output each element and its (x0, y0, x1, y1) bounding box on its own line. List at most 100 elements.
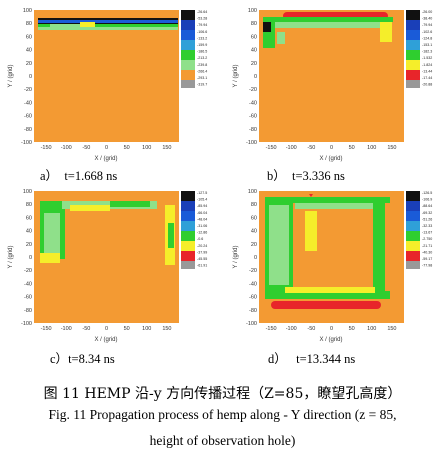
y-tick-label: -60 (24, 114, 32, 120)
x-tick-label: -150 (41, 326, 52, 332)
y-tick-label: -40 (24, 281, 32, 287)
colorbar-label: -182.3 (422, 50, 432, 54)
colorbar-label: -293.1 (197, 76, 207, 80)
colorbar-label: -106.9 (422, 198, 432, 202)
colorbar-c: -127.5 -105.4 -85.94 -66.04 -48.04 -31.06 -12.… (181, 191, 207, 269)
y-tick-label: -100 (246, 321, 257, 327)
x-tick-label: 0 (105, 326, 108, 332)
y-tick-label: -60 (24, 295, 32, 301)
figure-caption-english-line2: height of observation hole) (149, 433, 296, 448)
panel-label: c） (50, 352, 69, 366)
y-tick-label: -20 (249, 87, 257, 93)
colorbar-label: -21.71 (422, 244, 432, 248)
y-tick-label: -20 (249, 268, 257, 274)
colorbar-label: -88.64 (422, 204, 432, 208)
y-tick-label: 40 (251, 48, 257, 54)
caption-d: d） t=13.344 ns (268, 348, 355, 367)
y-tick-label: -40 (24, 100, 32, 106)
panel-d: -126.5 -106.9 -88.64 -69.32 -51.26 -32.33 -13.… (225, 183, 445, 351)
x-tick-label: -100 (61, 145, 72, 151)
y-tick-label: -80 (24, 127, 32, 133)
figure-caption-english-line1: Fig. 11 Propagation process of hemp alon… (48, 407, 397, 422)
colorbar-label: -213.2 (197, 56, 207, 60)
x-tick-label: 100 (367, 145, 376, 151)
y-axis-label: Y / (grid) (8, 65, 14, 88)
plot-c (34, 191, 179, 323)
x-tick-label: 0 (330, 326, 333, 332)
y-tick-label: 0 (29, 255, 32, 261)
y-tick-label: -40 (249, 100, 257, 106)
figure-caption-chinese: 图 11 HEMP 沿-y 方向传播过程（Z=85，瞭望孔高度） (43, 386, 402, 402)
colorbar-label: -186.5 (197, 50, 207, 54)
x-tick-label: 150 (162, 145, 171, 151)
x-tick-label: -150 (266, 326, 277, 332)
y-axis-label: Y / (grid) (8, 246, 14, 269)
y-tick-label: 40 (26, 48, 32, 54)
y-tick-label: -40 (249, 281, 257, 287)
y-tick-label: 80 (251, 21, 257, 27)
x-ticks-d: -150 -100 -50 0 50 100 150 (266, 326, 397, 332)
panel-time: t=8.34 ns (68, 352, 115, 366)
colorbar-label: -124.8 (422, 36, 432, 40)
x-tick-label: 50 (349, 326, 355, 332)
colorbar-label: -31.06 (197, 224, 207, 228)
colorbar-label: -266.4 (197, 69, 207, 73)
colorbar-label: -127.5 (197, 191, 207, 195)
y-tick-label: 20 (251, 242, 257, 248)
colorbar-d: -126.5 -106.9 -88.64 -69.32 -51.26 -32.33 -13.… (406, 191, 432, 269)
y-ticks-d: 100 80 60 40 20 0 -20 -40 -60 -80 -100 (246, 189, 257, 327)
colorbar-b: -26.00 -38.40 -79.94 -102.6 -124.8 -153.1 -182… (406, 10, 432, 88)
colorbar-label: -79.94 (422, 23, 432, 27)
y-ticks-a: 100 80 60 40 20 0 -20 -40 -60 -80 -100 (21, 8, 32, 146)
y-tick-label: -80 (249, 308, 257, 314)
x-ticks-a: -150 -100 -50 0 50 100 150 (41, 145, 172, 151)
y-tick-label: 80 (26, 21, 32, 27)
colorbar-label: -77.98 (422, 264, 432, 268)
colorbar-label: -153.1 (422, 43, 432, 47)
x-ticks-c: -150 -100 -50 0 50 100 150 (41, 326, 172, 332)
x-tick-label: 50 (124, 326, 130, 332)
colorbar-label: -26.64 (197, 10, 207, 14)
x-axis-label: X / (grid) (319, 337, 342, 343)
panel-c: -127.5 -105.4 -85.94 -66.04 -48.04 -31.06 -12.… (0, 183, 220, 351)
plot-a (34, 10, 179, 142)
caption-b: b） t=3.336 ns (267, 165, 345, 184)
x-tick-label: -150 (266, 145, 277, 151)
y-tick-label: 60 (251, 34, 257, 40)
x-tick-label: -50 (82, 326, 90, 332)
plot-d (259, 191, 404, 323)
y-tick-label: 100 (248, 8, 257, 14)
colorbar-label: -37.99 (197, 250, 207, 254)
x-tick-label: 150 (387, 145, 396, 151)
y-tick-label: 0 (254, 74, 257, 80)
x-tick-label: 100 (142, 326, 151, 332)
colorbar-label: -133.2 (197, 36, 207, 40)
y-tick-label: 60 (26, 215, 32, 221)
colorbar-label: -45.55 (197, 257, 207, 261)
y-axis-label: Y / (grid) (233, 246, 239, 269)
y-tick-label: -80 (249, 127, 257, 133)
y-tick-label: -100 (246, 140, 257, 146)
colorbar-label: -32.33 (422, 224, 432, 228)
y-tick-label: 0 (29, 74, 32, 80)
x-tick-label: -100 (286, 145, 297, 151)
y-axis-label: Y / (grid) (233, 65, 239, 88)
y-tick-label: 100 (23, 189, 32, 195)
colorbar-label: -48.04 (197, 217, 207, 221)
colorbar-label: -102.6 (422, 30, 432, 34)
panel-a: -26.64 -53.28 -79.94 -106.6 -133.2 -159.9 -186… (0, 0, 220, 168)
colorbar-label: -105.4 (197, 198, 207, 202)
y-ticks-c: 100 80 60 40 20 0 -20 -40 -60 -80 -100 (21, 189, 32, 327)
x-axis-label: X / (grid) (94, 156, 117, 162)
colorbar-label: -20.88 (422, 83, 432, 87)
y-tick-label: 100 (23, 8, 32, 14)
colorbar-label: -1.824 (422, 63, 432, 67)
y-tick-label: -80 (24, 308, 32, 314)
y-ticks-b: 100 80 60 40 20 0 -20 -40 -60 -80 -100 (246, 8, 257, 146)
colorbar-label: -69.32 (422, 211, 432, 215)
colorbar-label: -17.44 (422, 76, 432, 80)
x-axis-label: X / (grid) (319, 156, 342, 162)
y-tick-label: -100 (21, 321, 32, 327)
y-tick-label: 20 (26, 61, 32, 67)
x-tick-label: 100 (142, 145, 151, 151)
